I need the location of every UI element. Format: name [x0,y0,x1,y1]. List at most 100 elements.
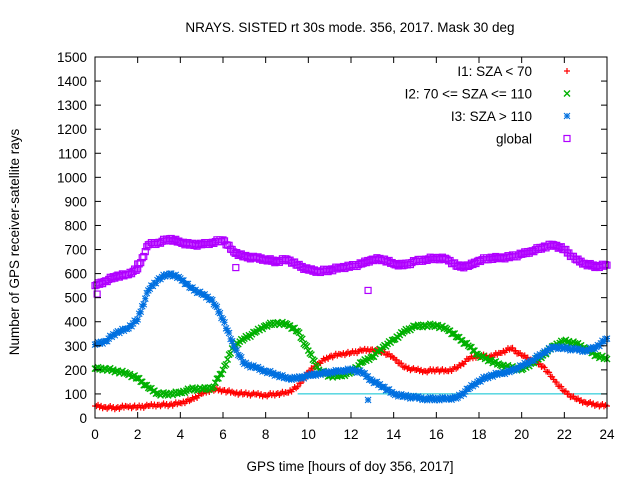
data-point-fill [542,349,550,357]
data-point-fill [218,314,225,322]
data-point-fill [184,280,192,288]
outlier-point [93,290,101,298]
data-point-fill [108,333,116,341]
x-tick-label: 16 [429,427,444,442]
data-point-fill [179,277,187,284]
data-point-fill [461,388,469,395]
data-point-fill [377,346,385,354]
x-tick-label: 8 [262,427,270,442]
data-point-fill [140,300,148,308]
data-point [336,367,344,375]
data-point-fill [463,385,471,393]
data-point-fill [442,394,449,402]
data-point-fill [210,383,218,391]
data-point-fill [389,353,396,360]
x-tick-label: 0 [91,427,99,442]
data-point-fill [472,381,480,388]
data-point-fill [346,350,353,357]
data-point-fill [335,350,342,357]
x-tick-label: 12 [343,427,358,442]
y-axis-label: Number of GPS receiver-satellite rays [7,128,22,355]
data-point-fill [512,347,519,354]
data-point-fill [216,309,224,317]
y-tick-label: 1100 [58,146,87,161]
data-point-fill [356,367,364,374]
data-point-fill [214,374,222,382]
data-point-fill [591,345,599,353]
data-point-fill [402,391,410,399]
data-point-fill [274,371,282,378]
data-point-fill [370,379,378,387]
data-point-fill [600,338,608,346]
data-point-fill [271,372,279,379]
data-point-fill [266,367,274,375]
x-tick-label: 20 [514,427,529,442]
data-point-fill [591,402,598,409]
data-point-fill [506,368,513,376]
data-point-fill [100,338,108,345]
data-point-fill [517,349,524,356]
y-tick-label: 900 [64,194,87,209]
data-point-fill [228,337,236,345]
outlier-point [134,260,142,268]
data-point-fill [557,343,565,350]
data-point-fill [562,388,569,395]
data-point-fill [217,370,225,378]
y-tick-label: 1300 [57,98,87,113]
data-point-fill [548,343,556,351]
data-point-fill [229,388,236,395]
data-point-fill [111,331,119,339]
data-point-fill [530,357,538,365]
y-tick-label: 800 [64,218,87,233]
y-tick-label: 300 [64,339,87,354]
data-point-fill [522,361,530,368]
y-tick-label: 700 [64,243,87,258]
data-point-fill [242,359,250,367]
data-point-fill [293,385,300,392]
y-tick-label: 1400 [57,74,87,89]
data-point-fill [227,335,235,343]
data-point-fill [519,362,527,369]
data-point-fill [378,383,385,391]
data-point-fill [410,365,417,372]
data-point-fill [279,371,286,379]
data-point-fill [222,360,230,368]
data-point-fill [570,344,577,352]
legend-marker-1 [564,68,570,74]
data-point-fill [457,392,465,400]
data-point-fill [544,347,551,354]
data-point-fill [386,350,393,357]
data-point-fill [580,347,588,354]
data-point-fill [307,351,315,359]
data-point-fill [553,343,561,351]
data-point-fill [141,247,149,256]
data-point-fill [595,342,603,350]
data-point-fill [559,345,567,353]
data-point-fill [282,373,289,381]
data-point-fill [237,353,245,361]
series-1 [92,344,610,413]
data-point [230,342,238,350]
data-point-fill [239,358,247,366]
data-point-fill [175,273,183,281]
legend-label-4: global [496,132,532,147]
data-point-fill [154,276,161,284]
data-point-fill [125,324,132,332]
data-point-fill [218,388,225,395]
data-point-fill [535,353,542,361]
axis-ticks: 0100200300400500600700800900100011001200… [57,50,615,442]
data-point-fill [453,365,460,372]
data-point-fill [349,365,356,373]
x-tick-label: 6 [219,427,227,442]
data-point-fill [132,318,140,325]
data-point-fill [472,259,480,268]
data-point-fill [99,280,107,288]
x-tick-label: 10 [301,427,316,442]
data-point-fill [570,393,577,400]
data-point-fill [193,289,201,297]
data-point-fill [186,283,193,291]
data-point-fill [254,363,262,371]
data-point-fill [602,335,609,343]
data-point-fill [225,329,233,337]
data-point-fill [222,324,230,332]
